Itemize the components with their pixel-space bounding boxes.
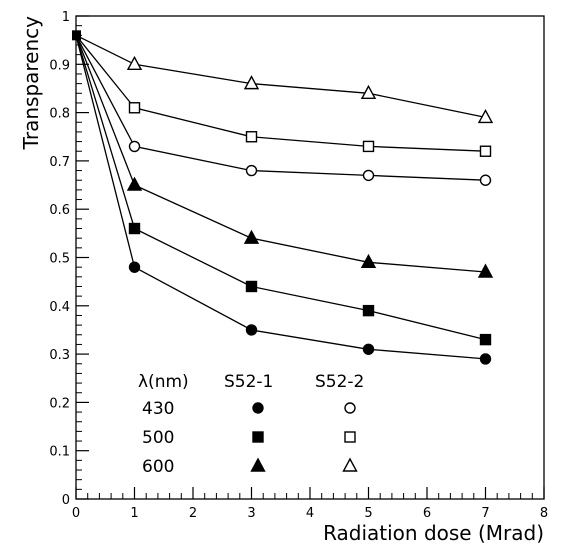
data-point <box>126 176 143 191</box>
data-point <box>479 353 492 365</box>
data-point <box>128 222 141 235</box>
data-point <box>245 164 258 177</box>
y-tick-label: 0.5 <box>49 252 70 267</box>
data-point <box>128 261 141 273</box>
x-tick-label: 5 <box>364 506 372 521</box>
data-point <box>243 229 260 244</box>
y-axis-title: Transparency <box>19 16 43 151</box>
y-tick-label: 0.6 <box>49 203 70 218</box>
legend-marker-s52-2 <box>342 457 358 472</box>
y-tick-label: 0.9 <box>49 58 70 73</box>
series-line <box>75 35 486 273</box>
series-line <box>75 35 486 360</box>
legend-col2-header: S52-2 <box>315 372 364 392</box>
y-tick-label: 0.4 <box>49 300 70 315</box>
data-point <box>362 304 375 317</box>
series-s52-2-500 <box>75 34 492 157</box>
x-axis-title: Radiation dose (Mrad) <box>323 521 544 545</box>
data-point <box>126 55 143 71</box>
x-tick-label: 7 <box>481 506 489 521</box>
legend-row-label: 500 <box>142 428 174 448</box>
data-point <box>245 324 258 336</box>
data-point <box>477 108 494 124</box>
data-point <box>245 280 258 293</box>
series-s52-1-500 <box>75 35 492 346</box>
y-tick-label: 0.8 <box>49 107 70 122</box>
y-tick-label: 0 <box>62 493 70 508</box>
y-tick-label: 0.2 <box>49 396 70 411</box>
x-tick-label: 2 <box>189 506 197 521</box>
legend-marker-s52-1 <box>250 457 266 472</box>
series-s52-2-600 <box>75 34 494 124</box>
data-point <box>362 169 375 182</box>
data-point <box>360 84 377 99</box>
data-point <box>360 253 377 269</box>
data-point <box>243 75 260 90</box>
series-s52-2-430 <box>75 34 492 186</box>
legend-marker-s52-1 <box>252 402 264 414</box>
data-point <box>477 263 494 278</box>
legend-marker-s52-2 <box>344 402 356 414</box>
data-point <box>479 174 492 186</box>
legend-marker-s52-1 <box>252 431 264 443</box>
data-point <box>128 140 141 153</box>
data-point <box>362 343 375 355</box>
x-tick-label: 3 <box>247 506 255 521</box>
x-tick-label: 1 <box>130 506 138 521</box>
data-point <box>479 145 492 157</box>
x-tick-label: 6 <box>423 506 431 521</box>
legend-col1-header: S52-1 <box>224 372 273 392</box>
series-s52-1-430 <box>75 35 492 365</box>
x-tick-label: 8 <box>540 506 548 521</box>
series-line <box>75 34 486 152</box>
y-tick-label: 0.3 <box>49 348 70 363</box>
series-layer <box>72 30 494 365</box>
legend-marker-s52-2 <box>344 431 356 443</box>
data-point <box>245 131 258 143</box>
y-tick-label: 0.1 <box>49 445 70 460</box>
data-point <box>362 140 375 153</box>
legend-wavelength-header: λ(nm) <box>138 372 189 392</box>
x-tick-label: 4 <box>306 506 314 521</box>
x-tick-label: 0 <box>72 506 80 521</box>
y-tick-label: 0.7 <box>49 155 70 170</box>
series-s52-1-600 <box>75 35 494 278</box>
y-tick-label: 1 <box>62 10 70 25</box>
axes: 0 1 2 3 4 5 6 7 8 0 0.1 0.2 0.3 0.4 0.5 0.6 0.7 0.8 0.9 1 <box>49 10 548 521</box>
data-point <box>479 333 492 346</box>
legend: λ(nm) S52-1 S52-2 430 500 600 <box>138 372 364 477</box>
legend-row-label: 430 <box>142 399 174 419</box>
legend-row-label: 600 <box>142 457 174 477</box>
data-point <box>128 102 141 114</box>
